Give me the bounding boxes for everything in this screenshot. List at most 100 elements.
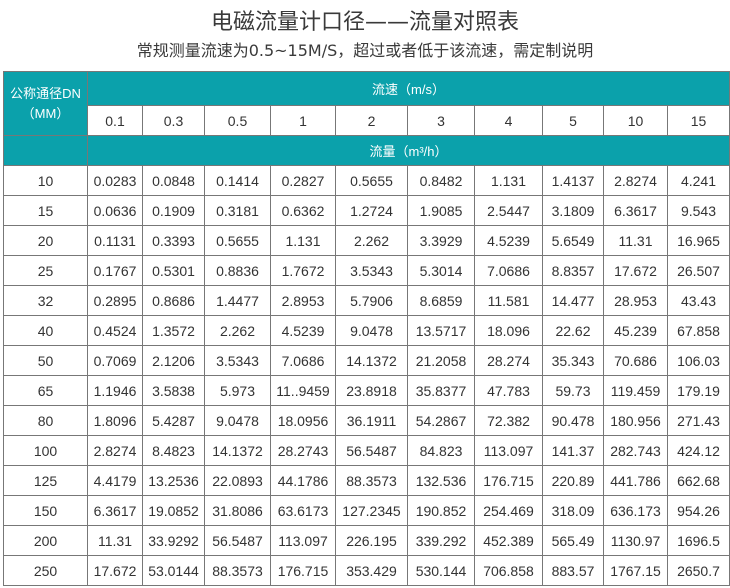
flow-cell: 0.3393 [142,225,205,256]
flow-cell: 1.4137 [542,165,604,196]
dn-cell: 150 [3,495,88,526]
flow-cell: 56.5487 [335,435,408,466]
flow-cell: 72.382 [474,405,543,436]
flow-cell: 14.477 [542,285,604,316]
table-row: 65 1.1946 3.5838 5.973 11..9459 23.8918 35.837… [3,375,730,406]
flow-cell: 179.19 [667,375,730,406]
flow-cell: 26.507 [667,255,730,286]
flow-cell: 33.9292 [142,525,205,556]
flow-cell: 16.965 [667,225,730,256]
flow-cell: 18.0956 [270,405,336,436]
flow-cell: 2.5447 [474,195,543,226]
flow-cell: 0.6362 [270,195,336,226]
flow-cell: 353.429 [335,555,408,586]
velocity-cell: 4 [474,105,543,136]
flow-cell: 2.8274 [603,165,668,196]
flow-cell: 0.1767 [87,255,143,286]
flow-cell: 706.858 [474,555,543,586]
flow-cell: 70.686 [603,345,668,376]
dn-cell: 25 [3,255,88,286]
flow-cell: 28.2743 [270,435,336,466]
flow-cell: 5.4287 [142,405,205,436]
flow-cell: 339.292 [407,525,475,556]
flow-cell: 6.3617 [87,495,143,526]
flow-cell: 0.7069 [87,345,143,376]
flow-cell: 0.8482 [407,165,475,196]
flow-cell: 18.096 [474,315,543,346]
flow-cell: 4.5239 [474,225,543,256]
dn-cell: 100 [3,435,88,466]
flow-cell: 1.131 [474,165,543,196]
flow-cell: 0.0636 [87,195,143,226]
flow-cell: 2.262 [335,225,408,256]
flow-cell: 23.8918 [335,375,408,406]
flow-cell: 3.5343 [335,255,408,286]
flow-cell: 1.7672 [270,255,336,286]
dn-cell: 50 [3,345,88,376]
dn-cell: 15 [3,195,88,226]
flow-cell: 141.37 [542,435,604,466]
velocity-cell: 1 [270,105,336,136]
flow-cell: 5.973 [204,375,271,406]
flow-cell: 44.1786 [270,465,336,496]
flow-cell: 180.956 [603,405,668,436]
flow-cell: 0.1131 [87,225,143,256]
flow-cell: 127.2345 [335,495,408,526]
flow-cell: 0.5655 [204,225,271,256]
flow-cell: 21.2058 [407,345,475,376]
flow-cell: 14.1372 [204,435,271,466]
flow-cell: 190.852 [407,495,475,526]
flow-cell: 4.5239 [270,315,336,346]
flow-cell: 88.3573 [335,465,408,496]
flow-cell: 13.2536 [142,465,205,496]
flow-cell: 113.097 [270,525,336,556]
flow-cell: 28.274 [474,345,543,376]
flow-cell: 19.0852 [142,495,205,526]
dn-cell: 32 [3,285,88,316]
flow-cell: 1696.5 [667,525,730,556]
velocity-cell: 0.1 [87,105,143,136]
flow-cell: 8.6859 [407,285,475,316]
table-row: 250 17.672 53.0144 88.3573 176.715 353.429 530… [3,555,730,586]
table-row: 150 6.3617 19.0852 31.8086 63.6173 127.2345 19… [3,495,730,526]
flow-cell: 7.0686 [474,255,543,286]
table-row: 125 4.4179 13.2536 22.0893 44.1786 88.3573 132… [3,465,730,496]
dn-header-line1: 公称通径DN [10,85,81,101]
flow-cell: 0.0848 [142,165,205,196]
flow-cell: 1767.15 [603,555,668,586]
flow-cell: 254.469 [474,495,543,526]
flow-cell: 0.1909 [142,195,205,226]
flow-cell: 3.3929 [407,225,475,256]
flow-cell: 441.786 [603,465,668,496]
flow-cell: 35.343 [542,345,604,376]
flow-cell: 132.536 [407,465,475,496]
flow-cell: 883.57 [542,555,604,586]
velocity-cell: 2 [335,105,408,136]
flow-cell: 54.2867 [407,405,475,436]
dn-header-blank [3,135,88,166]
flow-cell: 88.3573 [204,555,271,586]
flow-cell: 90.478 [542,405,604,436]
table-row: 40 0.4524 1.3572 2.262 4.5239 9.0478 13.5717 18… [3,315,730,346]
flow-cell: 9.0478 [204,405,271,436]
flow-cell: 9.0478 [335,315,408,346]
velocity-cell: 0.5 [204,105,271,136]
flow-cell: 17.672 [87,555,143,586]
flow-cell: 22.0893 [204,465,271,496]
flow-cell: 1.8096 [87,405,143,436]
flow-cell: 4.4179 [87,465,143,496]
flow-cell: 0.1414 [204,165,271,196]
flow-cell: 2.8953 [270,285,336,316]
flow-cell: 5.3014 [407,255,475,286]
flow-cell: 0.8836 [204,255,271,286]
velocity-cell: 3 [407,105,475,136]
velocity-row: 0.1 0.3 0.5 1 2 3 4 5 10 15 [4,105,730,136]
flow-cell: 220.89 [542,465,604,496]
flow-cell: 11..9459 [270,375,336,406]
flow-cell: 0.5655 [335,165,408,196]
flow-cell: 2650.7 [667,555,730,586]
page-title: 电磁流量计口径——流量对照表 [210,10,519,35]
flow-cell: 35.8377 [407,375,475,406]
dn-cell: 200 [3,525,88,556]
flow-cell: 5.6549 [542,225,604,256]
